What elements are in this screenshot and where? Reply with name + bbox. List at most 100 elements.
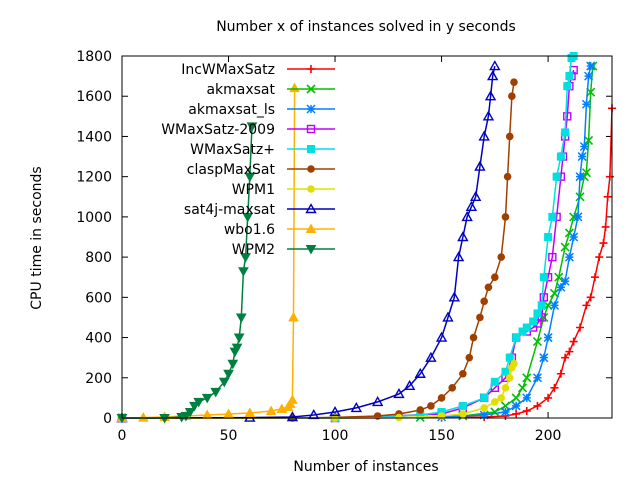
y-tick-label: 1200	[76, 170, 112, 186]
data-point-marker	[238, 267, 249, 277]
data-point-marker	[522, 406, 531, 415]
data-point-marker	[581, 99, 591, 109]
data-point-marker	[586, 293, 595, 302]
data-point-marker	[393, 387, 405, 399]
data-point-marker	[508, 92, 516, 101]
data-point-marker	[529, 317, 538, 326]
series-line	[122, 66, 594, 419]
data-point-marker	[537, 301, 546, 310]
x-tick-label: 150	[428, 428, 455, 444]
data-point-marker	[575, 192, 585, 202]
data-point-marker	[601, 222, 610, 231]
data-point-marker	[517, 383, 528, 393]
data-point-marker	[579, 141, 589, 152]
data-point-marker	[577, 152, 587, 162]
data-point-marker	[599, 239, 608, 248]
data-point-marker	[231, 343, 243, 354]
data-point-marker	[233, 333, 245, 344]
data-point-marker	[595, 253, 604, 262]
data-point-marker	[501, 367, 510, 376]
series-line	[122, 65, 592, 419]
axis-ticks: 0 50 100 150 200 0 200 400 600 800 1000 1200 1400 160…	[76, 49, 612, 444]
data-point-marker	[435, 331, 448, 342]
data-point-marker	[484, 283, 493, 292]
data-point-marker	[350, 402, 363, 413]
y-tick-label: 400	[85, 331, 112, 347]
legend-label: akmaxsat_ls	[188, 102, 275, 118]
y-tick-label: 200	[85, 371, 112, 387]
data-point-marker	[240, 253, 251, 263]
data-point-marker	[459, 369, 467, 378]
data-point-marker	[442, 311, 454, 322]
data-point-marker	[244, 172, 256, 183]
series-4	[118, 52, 578, 422]
data-point-marker	[533, 309, 542, 318]
y-tick-label: 0	[103, 411, 112, 427]
y-tick-label: 1400	[76, 129, 112, 145]
data-point-marker	[539, 273, 548, 282]
data-point-marker	[306, 104, 316, 114]
data-point-marker	[511, 401, 521, 411]
data-point-marker	[201, 393, 213, 404]
data-point-marker	[246, 122, 258, 132]
data-point-marker	[501, 213, 510, 221]
x-tick-label: 50	[220, 428, 238, 444]
data-point-marker	[189, 401, 200, 412]
data-point-marker	[193, 397, 205, 408]
data-point-marker	[576, 323, 585, 332]
series-9	[116, 122, 258, 424]
data-point-marker	[537, 313, 546, 322]
y-tick-label: 600	[85, 290, 112, 306]
data-point-marker	[543, 333, 553, 343]
y-tick-label: 1800	[76, 49, 112, 65]
data-point-marker	[223, 408, 234, 418]
data-point-marker	[427, 402, 435, 410]
data-point-marker	[227, 359, 239, 370]
data-point-marker	[480, 393, 489, 402]
data-point-marker	[437, 394, 446, 402]
data-point-marker	[479, 410, 489, 420]
data-point-marker	[414, 367, 426, 378]
data-point-marker	[564, 252, 574, 262]
data-point-marker	[544, 393, 553, 402]
data-point-marker	[474, 160, 486, 171]
data-point-marker	[244, 411, 256, 422]
data-point-marker	[371, 395, 384, 407]
data-point-marker	[563, 112, 572, 121]
data-point-marker	[590, 273, 599, 282]
data-point-marker	[306, 84, 316, 94]
data-point-marker	[510, 78, 518, 86]
data-point-marker	[532, 373, 542, 383]
data-point-marker	[569, 337, 578, 346]
data-point-marker	[586, 61, 596, 71]
data-point-marker	[491, 273, 499, 282]
data-point-marker	[484, 90, 497, 101]
x-tick-label: 100	[322, 428, 349, 444]
data-point-marker	[469, 190, 482, 201]
series-layer	[116, 52, 616, 424]
data-point-marker	[554, 272, 564, 282]
data-point-marker	[501, 384, 510, 392]
data-point-marker	[583, 135, 594, 146]
data-point-marker	[458, 401, 467, 410]
data-point-marker	[457, 231, 469, 242]
data-point-marker	[307, 185, 315, 193]
y-axis-label: CPU time in seconds	[29, 166, 45, 309]
data-point-marker	[329, 406, 341, 417]
y-tick-label: 1600	[76, 89, 112, 105]
data-point-marker	[448, 384, 457, 392]
data-point-marker	[550, 383, 559, 392]
data-point-marker	[569, 232, 579, 242]
data-point-marker	[416, 406, 425, 414]
data-point-marker	[563, 82, 572, 91]
data-point-marker	[478, 130, 490, 141]
data-point-marker	[511, 393, 521, 403]
legend-label: WMaxSatz-2009	[161, 122, 275, 138]
data-point-marker	[137, 412, 149, 422]
data-point-marker	[184, 407, 196, 418]
series-7	[116, 60, 501, 423]
data-point-marker	[533, 401, 542, 410]
data-point-marker	[480, 297, 488, 306]
data-point-marker	[307, 145, 315, 153]
